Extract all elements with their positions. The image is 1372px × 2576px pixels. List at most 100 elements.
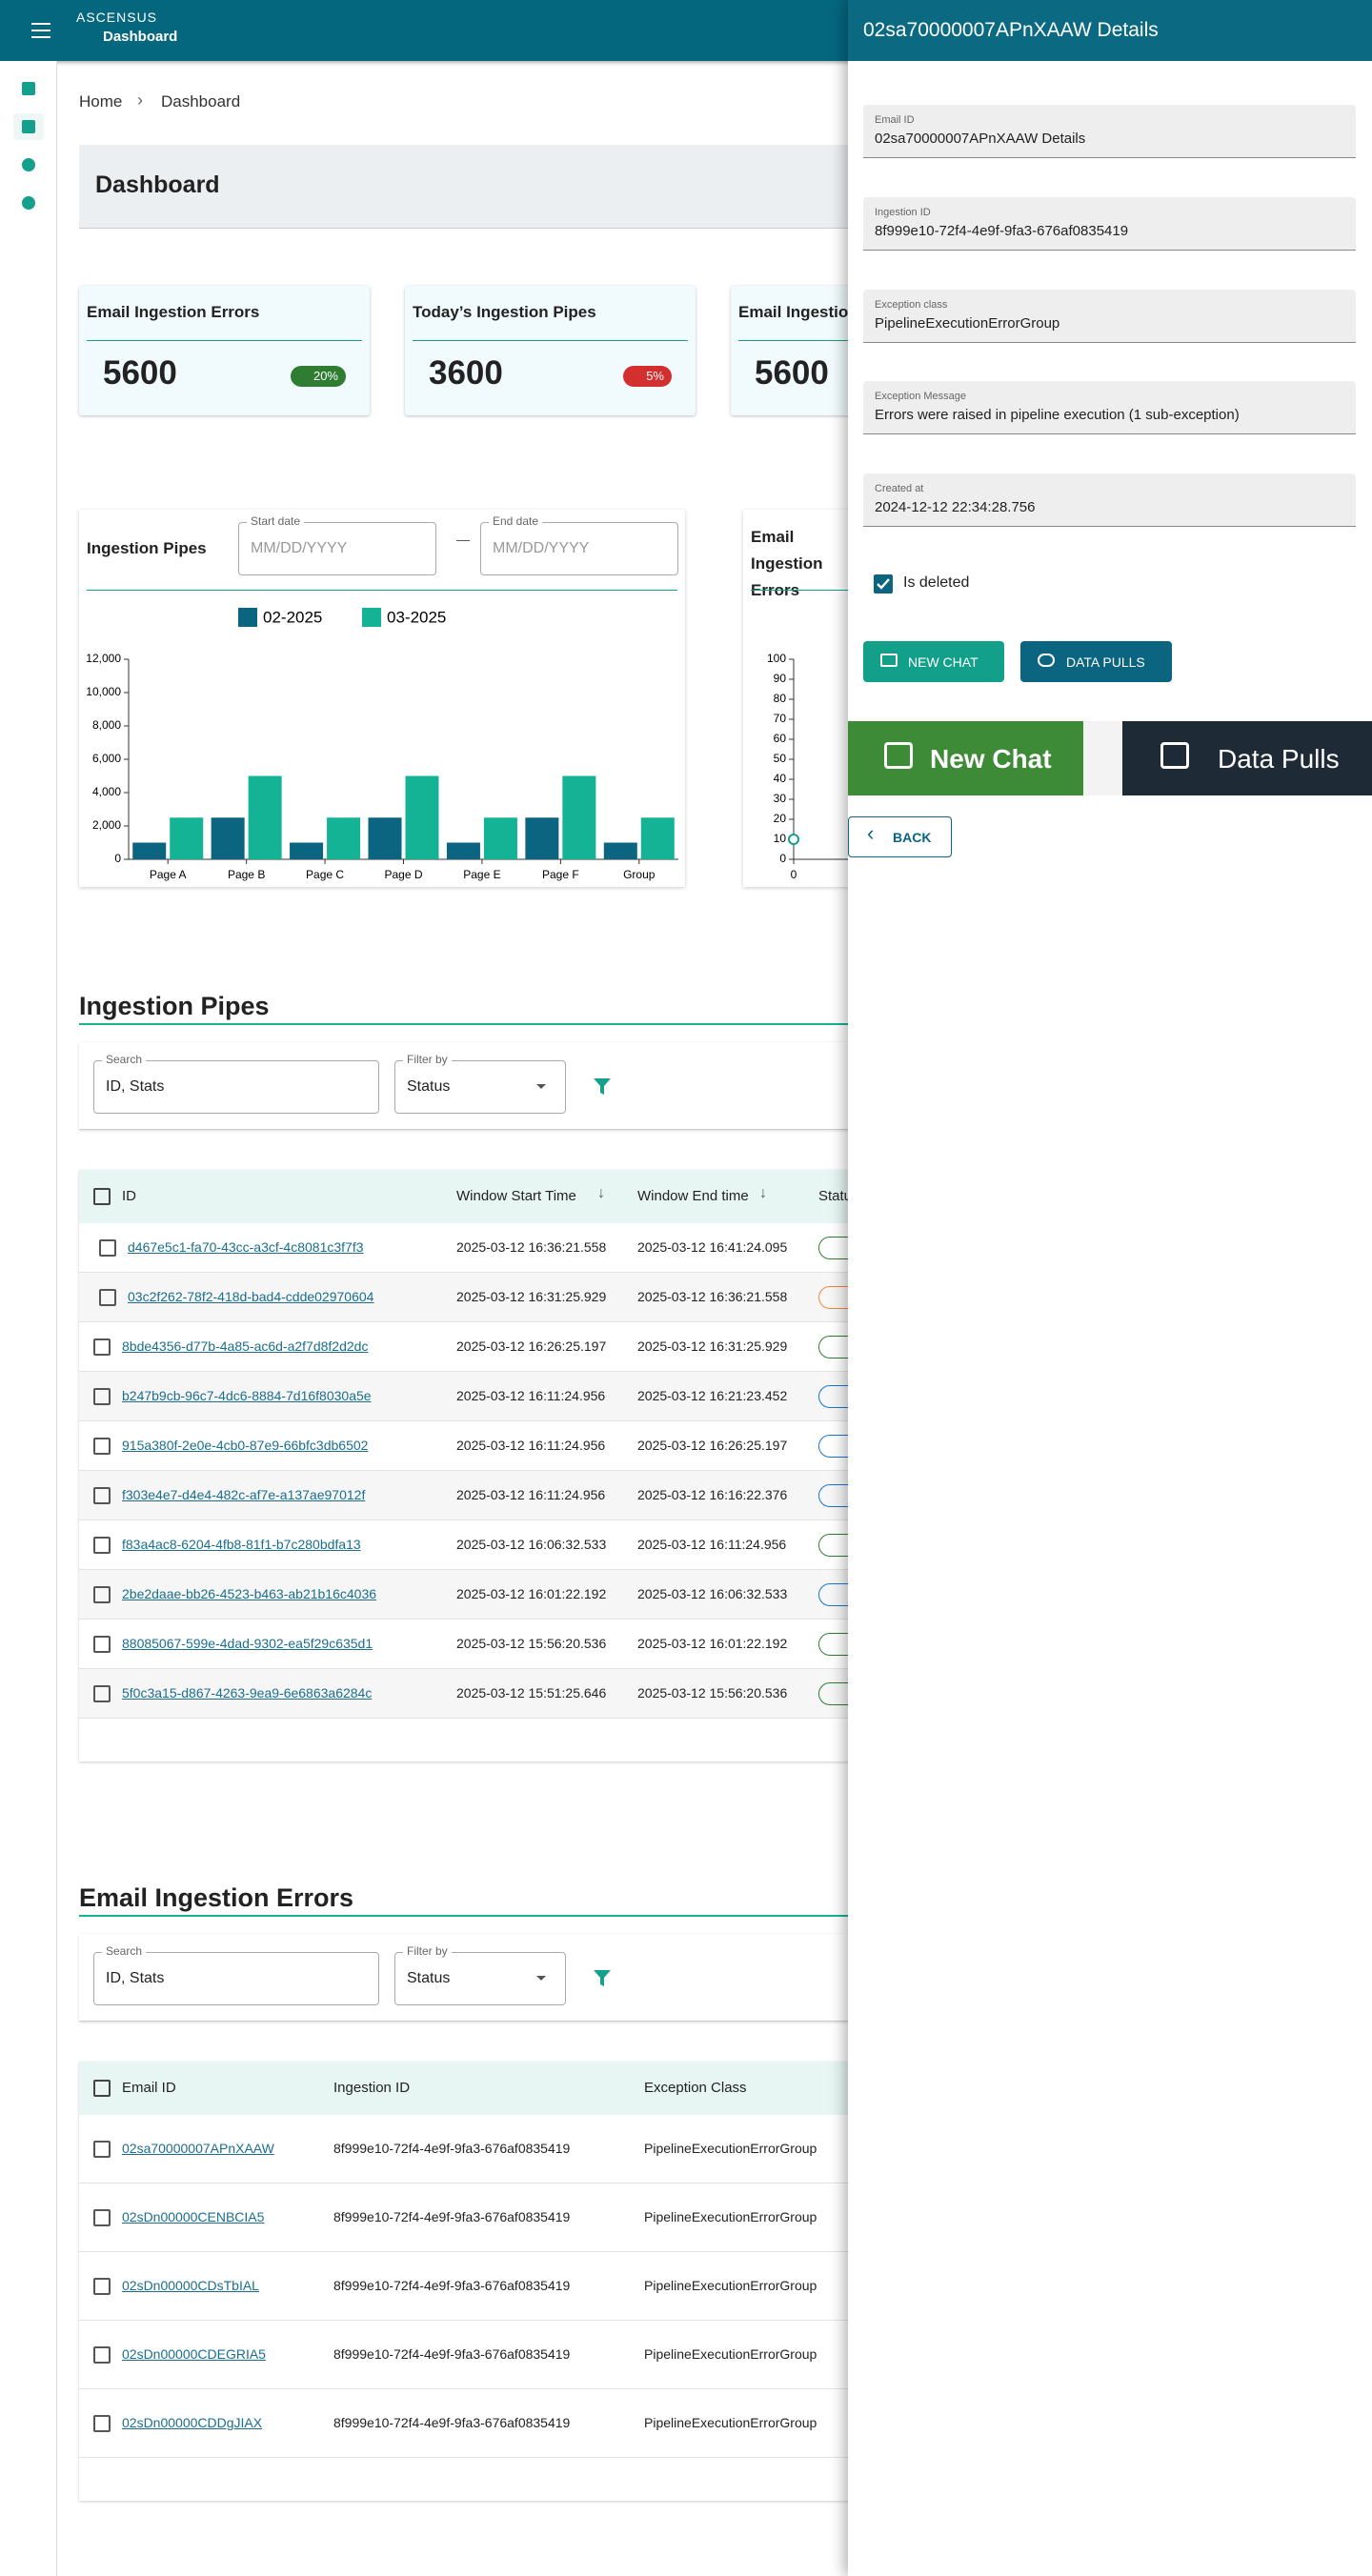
row-link[interactable]: f83a4ac8-6204-4fb8-81f1-b7c280bdfa13 [122,1537,361,1552]
field-value: 2024-12-12 22:34:28.756 [875,499,1036,515]
row-link[interactable]: f303e4e7-d4e4-482c-af7e-a137ae97012f [122,1487,366,1502]
checkbox[interactable] [93,1537,111,1554]
checkbox[interactable] [93,1586,111,1603]
cell: 8f999e10-72f4-4e9f-9fa3-676af0835419 [333,2209,571,2224]
row-link[interactable]: 5f0c3a15-d867-4263-9ea9-6e6863a6284c [122,1685,373,1701]
table-row: 02sa70000007APnXAAW 8f999e10-72f4-4e9f-9f… [79,2115,1337,2184]
checkbox[interactable] [99,1239,116,1257]
column-header[interactable]: Email ID [122,2080,176,2096]
bar [562,775,596,859]
checkbox[interactable] [93,1636,111,1653]
x-tick-label: Page E [463,868,500,881]
sort-icon[interactable]: ↓ [597,1185,605,1201]
button-icon [1038,654,1055,667]
x-tick-label: Page F [542,868,579,881]
overlay-button[interactable]: New Chat [848,721,1083,795]
detail-field: Exception class PipelineExecutionErrorGro… [863,290,1356,343]
overlay-gap [1083,721,1122,795]
nav-icon[interactable] [13,190,44,216]
search-input[interactable]: Search ID, Stats [93,1053,379,1114]
cell: 2025-03-12 16:31:25.929 [456,1289,607,1304]
field-value: PipelineExecutionErrorGroup [875,315,1060,332]
column-header[interactable]: Exception Class [644,2080,747,2096]
row-link[interactable]: 8bde4356-d77b-4a85-ac6d-a2f7d8f2d2dc [122,1338,369,1354]
overlay-button[interactable]: Data Pulls [1122,721,1372,795]
checkbox[interactable] [93,2209,111,2226]
cell: 2025-03-12 16:26:25.197 [637,1438,788,1453]
cell: PipelineExecutionErrorGroup [644,2278,817,2293]
sort-icon[interactable]: ↓ [759,1185,767,1201]
field-label: Created at [875,483,924,494]
cell: 2025-03-12 16:16:22.376 [637,1487,788,1502]
checkbox[interactable] [93,2415,111,2432]
search-label: Search [102,1053,147,1066]
bar [446,842,480,859]
bar [170,817,204,859]
table-row: 02sDn00000CDEGRIA5 8f999e10-72f4-4e9f-9fa… [79,2321,1337,2389]
breadcrumb-item[interactable]: Home [79,92,123,111]
stat-card: Email Ingestion Errors 5600 20% [79,286,370,415]
bar [368,817,402,859]
y-tick-label: 100 [767,652,786,665]
row-link[interactable]: 915a380f-2e0e-4cb0-87e9-66bfc3db6502 [122,1438,369,1453]
x-tick-label: 0 [791,868,797,881]
nav-icon[interactable] [13,75,44,102]
checkbox[interactable] [93,1438,111,1455]
checkbox[interactable] [93,2346,111,2364]
checkbox[interactable] [93,2278,111,2295]
checkbox[interactable] [93,1338,111,1356]
nav-icon[interactable] [13,151,44,178]
table-row: f83a4ac8-6204-4fb8-81f1-b7c280bdfa13 2025… [79,1520,1337,1570]
column-header[interactable]: ID [122,1188,136,1204]
cell: 2025-03-12 16:01:22.192 [637,1636,788,1651]
date-input[interactable]: End date MM/DD/YYYY [480,514,678,575]
date-input[interactable]: Start date MM/DD/YYYY [238,514,436,575]
search-input[interactable]: Search ID, Stats [93,1944,379,2005]
row-link[interactable]: 2be2daae-bb26-4523-b463-ab21b16c4036 [122,1586,377,1601]
row-link[interactable]: 88085067-599e-4dad-9302-ea5f29c635d1 [122,1636,373,1651]
nav-icon[interactable] [13,113,44,140]
nav-glyph [22,82,35,95]
checkbox[interactable] [93,1188,111,1205]
field-label: Exception class [875,299,948,311]
action-button[interactable]: NEW CHAT [863,641,1004,682]
search-panel: Search ID, Stats Filter by Status [79,1042,1337,1130]
filter-icon [594,1970,611,1986]
column-header[interactable]: Ingestion ID [333,2080,411,2096]
row-link[interactable]: b247b9cb-96c7-4dc6-8884-7d16f8030a5e [122,1388,372,1403]
chart-card: Ingestion Pipes Start date MM/DD/YYYY End d… [79,510,685,887]
chart-title: Email Ingestion Errors [751,528,823,599]
cell: 2025-03-12 15:56:20.536 [456,1636,607,1651]
detail-field: Exception Message Errors were raised in p… [863,381,1356,434]
y-tick-label: 0 [114,852,121,865]
filter-select[interactable]: Filter by Status [394,1053,566,1114]
field-value: 8f999e10-72f4-4e9f-9fa3-676af0835419 [875,223,1129,239]
date-label: Start date [247,514,305,528]
checkbox[interactable] [93,1388,111,1405]
row-link[interactable]: 02sDn00000CDEGRIA5 [122,2346,266,2362]
bar [132,842,167,859]
row-link[interactable]: 03c2f262-78f2-418d-bad4-cdde02970604 [128,1289,374,1304]
back-button[interactable]: BACK [848,816,952,857]
filter-select[interactable]: Filter by Status [394,1944,566,2005]
checkbox[interactable] [93,2141,111,2158]
checkbox[interactable] [93,1685,111,1702]
column-header[interactable]: Window End time [637,1188,749,1204]
overlay-icon [884,742,913,769]
row-link[interactable]: 02sDn00000CENBCIA5 [122,2209,265,2224]
button-icon [880,654,898,667]
row-link[interactable]: 02sDn00000CDDgJIAX [122,2415,263,2430]
row-link[interactable]: 02sa70000007APnXAAW [122,2141,274,2156]
checkbox[interactable] [93,1487,111,1504]
menu-bar [31,36,50,38]
cell: 2025-03-12 16:11:24.956 [456,1487,606,1502]
cell: 2025-03-12 16:41:24.095 [637,1239,788,1255]
row-link[interactable]: 02sDn00000CDsTbIAL [122,2278,259,2293]
checkbox[interactable] [93,2080,111,2097]
date-label: End date [489,514,543,528]
row-link[interactable]: d467e5c1-fa70-43cc-a3cf-4c8081c3f7f3 [128,1239,364,1255]
column-header[interactable]: Window Start Time [456,1188,576,1204]
checkbox-checked[interactable] [874,574,893,594]
checkbox[interactable] [99,1289,116,1306]
bar [640,817,675,859]
